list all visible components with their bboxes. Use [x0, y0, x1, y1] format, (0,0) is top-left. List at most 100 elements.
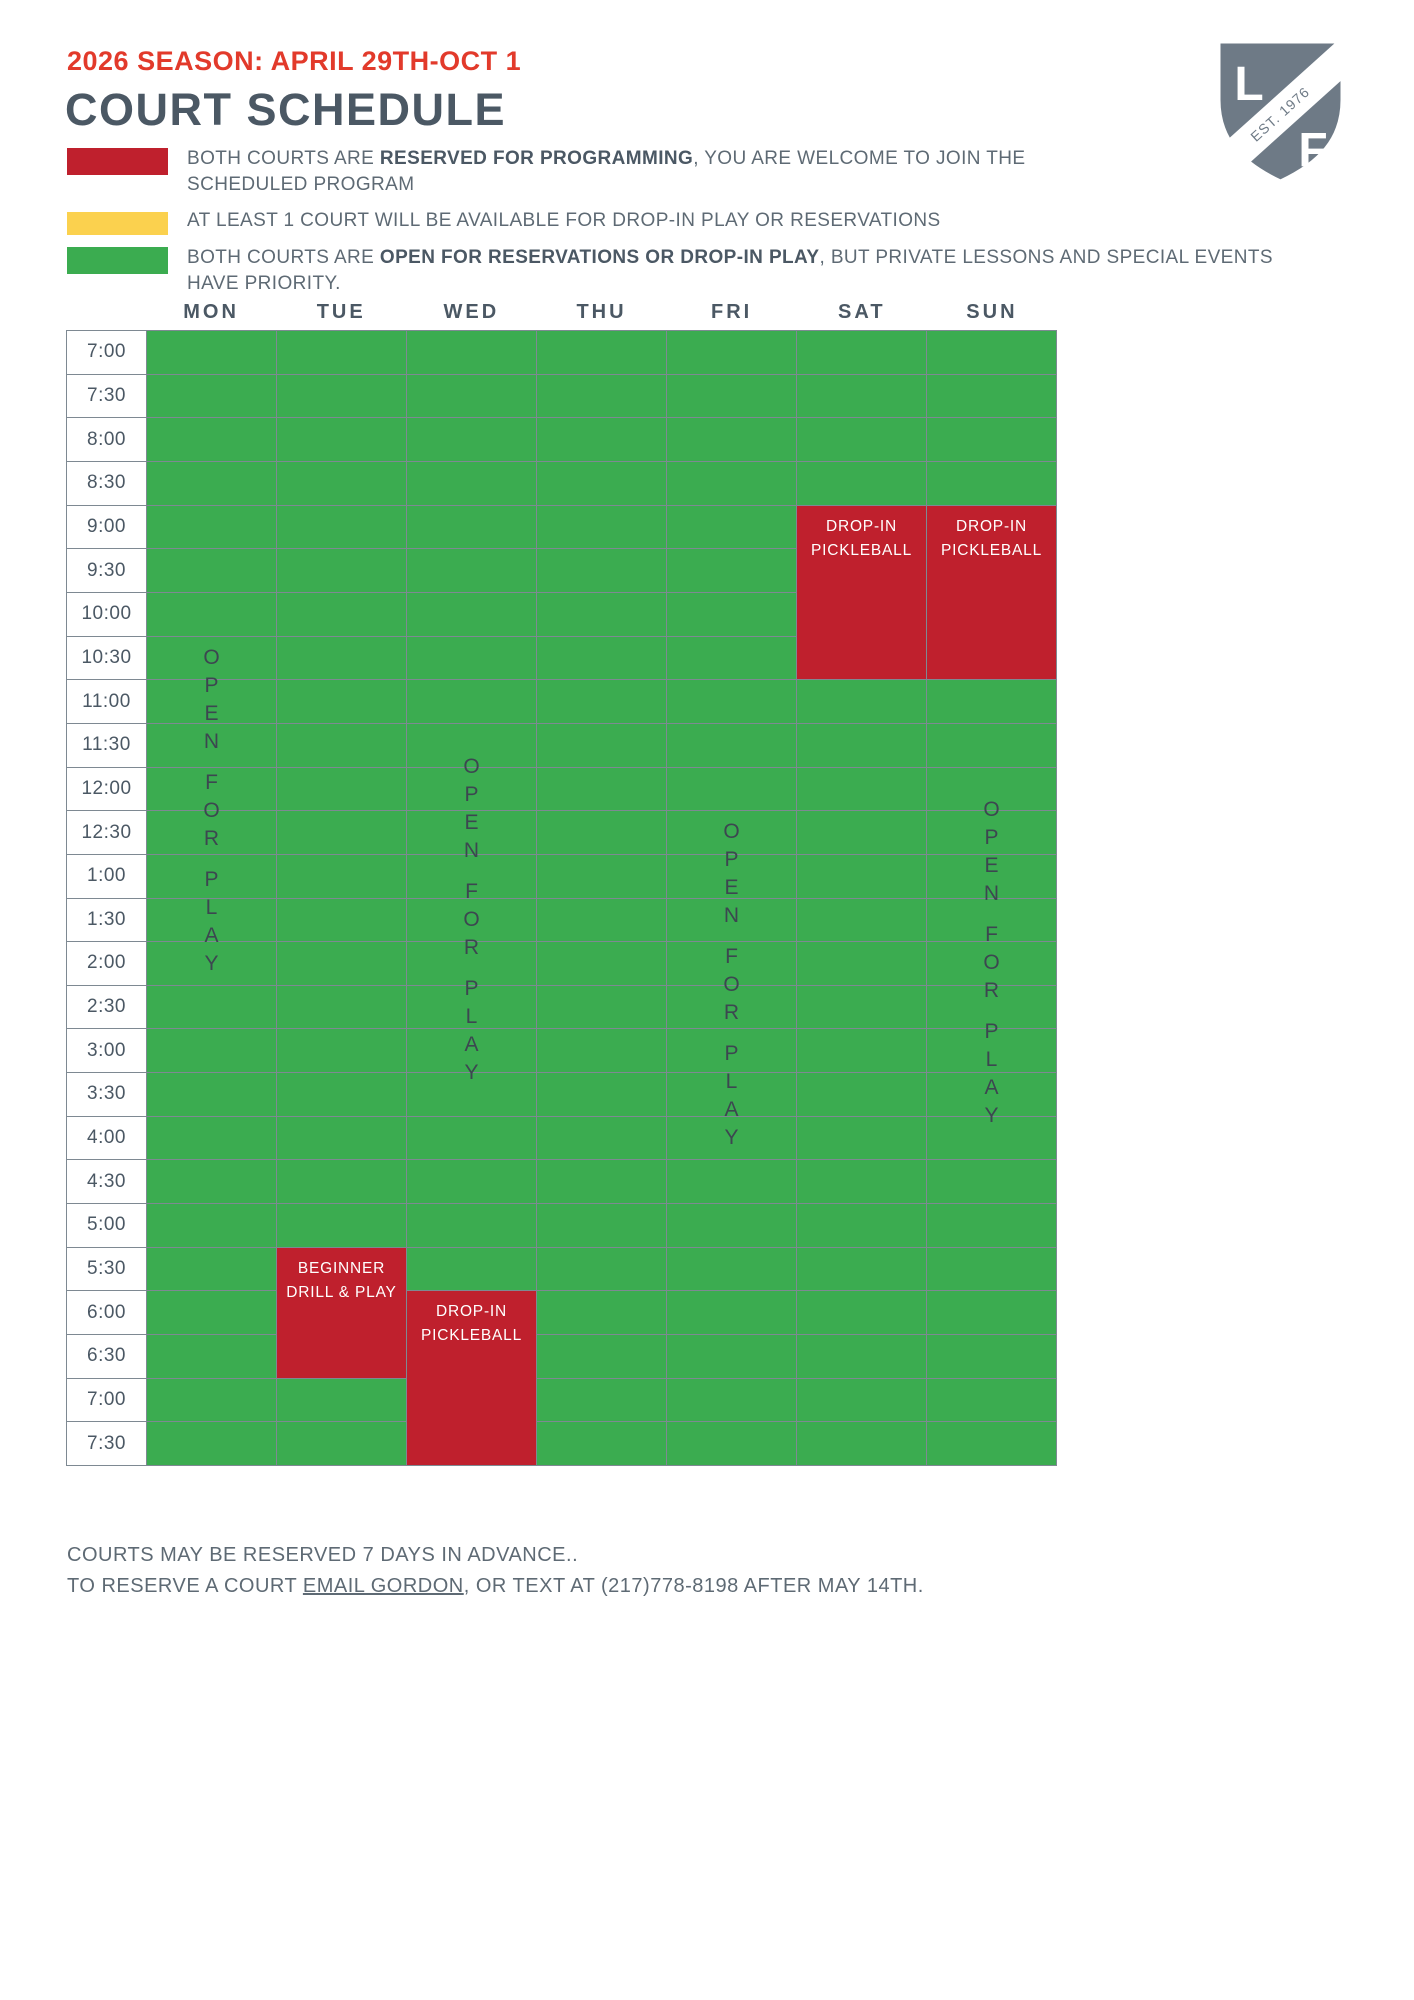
schedule-cell [797, 374, 926, 418]
schedule-cell [537, 636, 666, 680]
schedule-cell [667, 723, 796, 767]
schedule-cell [537, 1116, 666, 1160]
schedule-cell [927, 1422, 1056, 1465]
schedule-cell [797, 1073, 926, 1116]
schedule-cell [147, 374, 276, 418]
schedule-cell [277, 418, 406, 461]
schedule-cell [667, 461, 796, 505]
schedule-cell [927, 331, 1056, 374]
time-label: 7:00 [67, 1378, 146, 1422]
schedule-cell [797, 1247, 926, 1291]
schedule-cell [537, 680, 666, 723]
schedule-cell [537, 1204, 666, 1247]
time-label: 11:30 [67, 723, 146, 767]
time-label: 4:00 [67, 1116, 146, 1160]
schedule-cell [667, 1422, 796, 1465]
schedule-cell [797, 1378, 926, 1422]
schedule-cell [277, 1073, 406, 1116]
schedule-cell [147, 942, 276, 985]
schedule-cell [277, 374, 406, 418]
schedule-cell [667, 680, 796, 723]
schedule-cell [927, 1335, 1056, 1378]
time-label: 2:30 [67, 985, 146, 1029]
schedule-cell [147, 985, 276, 1029]
schedule-cell [147, 1029, 276, 1073]
schedule-cell [797, 767, 926, 811]
schedule-cell [667, 636, 796, 680]
email-link[interactable]: EMAIL GORDON [302, 1575, 464, 1597]
time-label: 6:00 [67, 1291, 146, 1335]
page-title: COURT SCHEDULE [65, 84, 507, 135]
schedule-block: DROP-IN PICKLEBALL [797, 505, 926, 680]
schedule-cell [277, 592, 406, 636]
schedule-grid: 7:00 7:30 8:00 8:30 9:00 9:30 10:00 10:30 11:00 1… [66, 330, 1057, 1466]
schedule-cell [277, 1422, 406, 1465]
schedule-cell [667, 854, 796, 898]
schedule-cell [147, 767, 276, 811]
season-heading: 2026 SEASON: APRIL 29TH-OCT 1 [67, 46, 522, 76]
schedule-cell [277, 1204, 406, 1247]
schedule: MON TUE WED THU FRI SAT SUN 7:00 7:30 8:00 8:30 9:… [66, 294, 1057, 1466]
footer-line2: TO RESERVE A COURT EMAIL GORDON, OR TEXT… [67, 1575, 924, 1597]
schedule-cell [927, 1204, 1056, 1247]
time-label: 7:00 [67, 331, 146, 374]
schedule-cell [667, 374, 796, 418]
time-label: 8:30 [67, 461, 146, 505]
schedule-cell [927, 811, 1056, 854]
schedule-cell [927, 461, 1056, 505]
schedule-cell [407, 680, 536, 723]
schedule-cell [537, 767, 666, 811]
time-label: 4:30 [67, 1160, 146, 1204]
schedule-cell [667, 898, 796, 942]
schedule-cell [407, 331, 536, 374]
schedule-cell [667, 1291, 796, 1335]
schedule-block: DROP-IN PICKLEBALL [927, 505, 1056, 680]
day-header-fri: FRI [711, 300, 753, 323]
schedule-cell [797, 331, 926, 374]
day-header-mon: MON [183, 300, 239, 323]
schedule-cell [147, 461, 276, 505]
day-header-row: MON TUE WED THU FRI SAT SUN [66, 294, 1057, 330]
schedule-cell [537, 549, 666, 592]
schedule-cell [407, 505, 536, 549]
time-label: 10:30 [67, 636, 146, 680]
time-label: 6:30 [67, 1335, 146, 1378]
schedule-cell [147, 1291, 276, 1335]
schedule-cell [667, 1204, 796, 1247]
schedule-cell [927, 1291, 1056, 1335]
schedule-cell [407, 898, 536, 942]
legend-item-dropin: AT LEAST 1 COURT WILL BE AVAILABLE FOR D… [67, 208, 1322, 235]
schedule-cell [797, 1291, 926, 1335]
schedule-cell [797, 1422, 926, 1465]
schedule-cell [277, 898, 406, 942]
schedule-cell [667, 1378, 796, 1422]
schedule-cell [407, 374, 536, 418]
time-label: 10:00 [67, 592, 146, 636]
schedule-cell [407, 636, 536, 680]
schedule-cell [277, 767, 406, 811]
schedule-cell [667, 331, 796, 374]
schedule-cell [147, 1247, 276, 1291]
legend-item-open: BOTH COURTS ARE OPEN FOR RESERVATIONS OR… [67, 245, 1322, 297]
schedule-cell [667, 592, 796, 636]
time-label: 11:00 [67, 680, 146, 723]
schedule-cell [147, 331, 276, 374]
schedule-cell [537, 854, 666, 898]
schedule-cell [667, 1116, 796, 1160]
time-label: 5:00 [67, 1204, 146, 1247]
schedule-cell [277, 636, 406, 680]
day-header-tue: TUE [316, 300, 366, 323]
schedule-cell [537, 461, 666, 505]
legend: BOTH COURTS ARE RESERVED FOR PROGRAMMING… [67, 146, 1322, 297]
schedule-cell [667, 505, 796, 549]
schedule-cell [537, 1029, 666, 1073]
legend-swatch-green [67, 247, 168, 274]
schedule-block: DROP-IN PICKLEBALL [407, 1291, 536, 1465]
logo-letter-f: F [1298, 124, 1327, 177]
schedule-cell [407, 549, 536, 592]
schedule-cell [407, 418, 536, 461]
schedule-cell [797, 1116, 926, 1160]
schedule-cell [277, 1116, 406, 1160]
schedule-cell [927, 854, 1056, 898]
schedule-cell [407, 723, 536, 767]
